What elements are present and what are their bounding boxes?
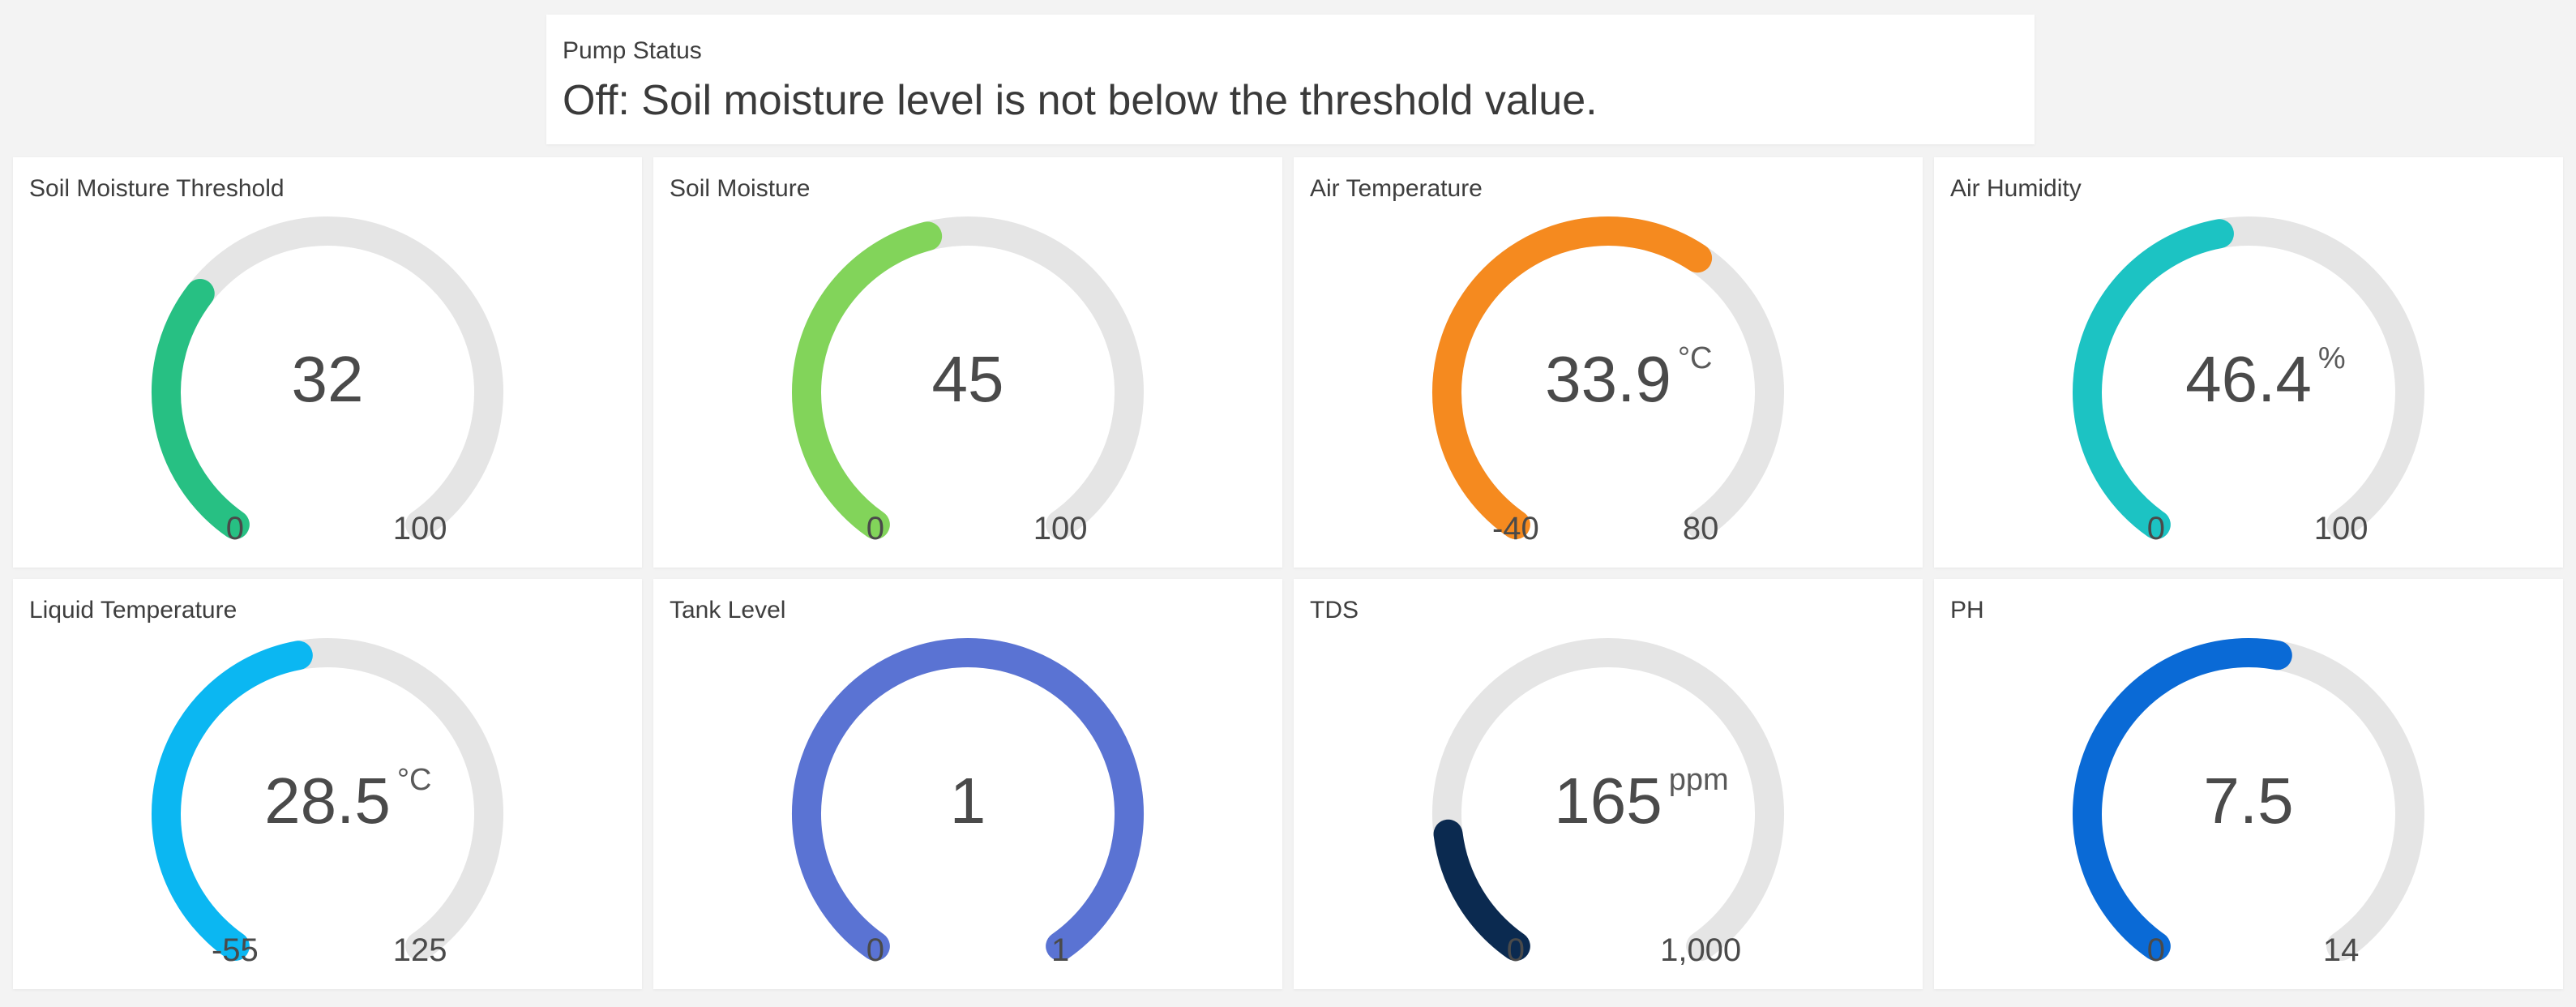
gauge-max-label: 1,000 <box>1660 932 1742 968</box>
gauge-value-number: 28.5 °C <box>264 763 432 837</box>
gauge-card-tds: TDS 165 ppm 0 1,000 <box>1294 579 1923 989</box>
gauge-value: 1 <box>653 764 1282 838</box>
gauge-value-number: 165 ppm <box>1554 763 1729 837</box>
gauge-grid: Soil Moisture Threshold 32 0 100 Soil Moistu… <box>13 157 2566 994</box>
gauge-fill <box>2073 219 2234 540</box>
gauge-min-label: -40 <box>1491 511 1539 546</box>
gauge-card-air-temperature: Air Temperature 33.9 °C -40 80 <box>1294 157 1923 568</box>
gauge-min-label: 0 <box>866 932 884 968</box>
gauge-dial <box>1432 638 1784 962</box>
gauge-value-number: 46.4% <box>2185 341 2346 415</box>
gauge-min-label: 0 <box>866 511 884 546</box>
gauge-title: Air Temperature <box>1310 175 1483 202</box>
gauge-value: 33.9 °C <box>1294 341 1923 417</box>
gauge-dial <box>152 638 503 962</box>
gauge-value: 45 <box>653 342 1282 417</box>
gauge-max-label: 125 <box>392 932 447 968</box>
gauge-max-label: 1 <box>1051 932 1070 968</box>
gauge-value: 32 <box>13 342 642 417</box>
pump-status-title: Pump Status <box>563 37 702 64</box>
pump-status-card: Pump Status Off: Soil moisture level is … <box>546 15 2035 144</box>
gauge-max-label: 100 <box>2313 511 2368 546</box>
gauge-value-unit: °C <box>396 763 432 797</box>
gauge-card-ph: PH 7.5 0 14 <box>1934 579 2563 989</box>
gauge-fill <box>792 221 943 540</box>
gauge-card-soil-moisture: Soil Moisture 45 0 100 <box>653 157 1282 568</box>
gauge-value-unit: °C <box>1677 341 1713 375</box>
gauge-min-label: 0 <box>2146 511 2165 546</box>
gauge-title: Soil Moisture <box>670 175 811 202</box>
gauge-dial <box>2073 638 2424 962</box>
gauge-value: 165 ppm <box>1294 763 1923 838</box>
gauge-dial <box>1432 216 1784 540</box>
gauge-min-label: 0 <box>2146 932 2165 968</box>
gauge-fill <box>2073 638 2292 962</box>
gauge-value-number: 32 <box>291 343 364 415</box>
gauge-value-unit: ppm <box>1668 763 1729 797</box>
pump-status-text: Off: Soil moisture level is not below th… <box>563 77 1598 124</box>
gauge-value-number: 1 <box>949 765 986 837</box>
gauge-title: PH <box>1950 597 1984 623</box>
gauge-min-label: 0 <box>1506 932 1525 968</box>
gauge-fill <box>152 641 313 962</box>
gauge-card-liquid-temperature: Liquid Temperature 28.5 °C -55 125 <box>13 579 642 989</box>
gauge-title: Tank Level <box>670 597 786 623</box>
gauge-dial <box>2073 216 2424 540</box>
gauge-value-unit: % <box>2317 341 2346 375</box>
gauge-max-label: 100 <box>392 511 447 546</box>
gauge-fill <box>1432 216 1713 540</box>
gauge-card-air-humidity: Air Humidity 46.4% 0 100 <box>1934 157 2563 568</box>
gauge-value: 28.5 °C <box>13 763 642 838</box>
gauge-title: Soil Moisture Threshold <box>29 175 285 202</box>
gauge-min-label: 0 <box>225 511 244 546</box>
gauge-fill <box>792 638 1144 962</box>
gauge-fill <box>152 279 250 540</box>
gauge-title: TDS <box>1310 597 1359 623</box>
gauge-dial <box>792 216 1144 540</box>
gauge-value-number: 45 <box>931 343 1004 415</box>
gauge-dial <box>152 216 503 540</box>
gauge-fill <box>1433 819 1530 962</box>
gauge-value-number: 7.5 <box>2203 765 2294 837</box>
gauge-value: 46.4% <box>1934 341 2563 417</box>
gauge-dial <box>792 638 1144 962</box>
gauge-max-label: 100 <box>1033 511 1088 546</box>
gauge-card-soil-moisture-threshold: Soil Moisture Threshold 32 0 100 <box>13 157 642 568</box>
gauge-max-label: 80 <box>1682 511 1719 546</box>
gauge-value: 7.5 <box>1934 764 2563 838</box>
gauge-max-label: 14 <box>2322 932 2360 968</box>
gauge-title: Air Humidity <box>1950 175 2082 202</box>
gauge-value-number: 33.9 °C <box>1545 341 1713 415</box>
gauge-min-label: -55 <box>211 932 259 968</box>
gauge-card-tank-level: Tank Level 1 0 1 <box>653 579 1282 989</box>
gauge-title: Liquid Temperature <box>29 597 237 623</box>
